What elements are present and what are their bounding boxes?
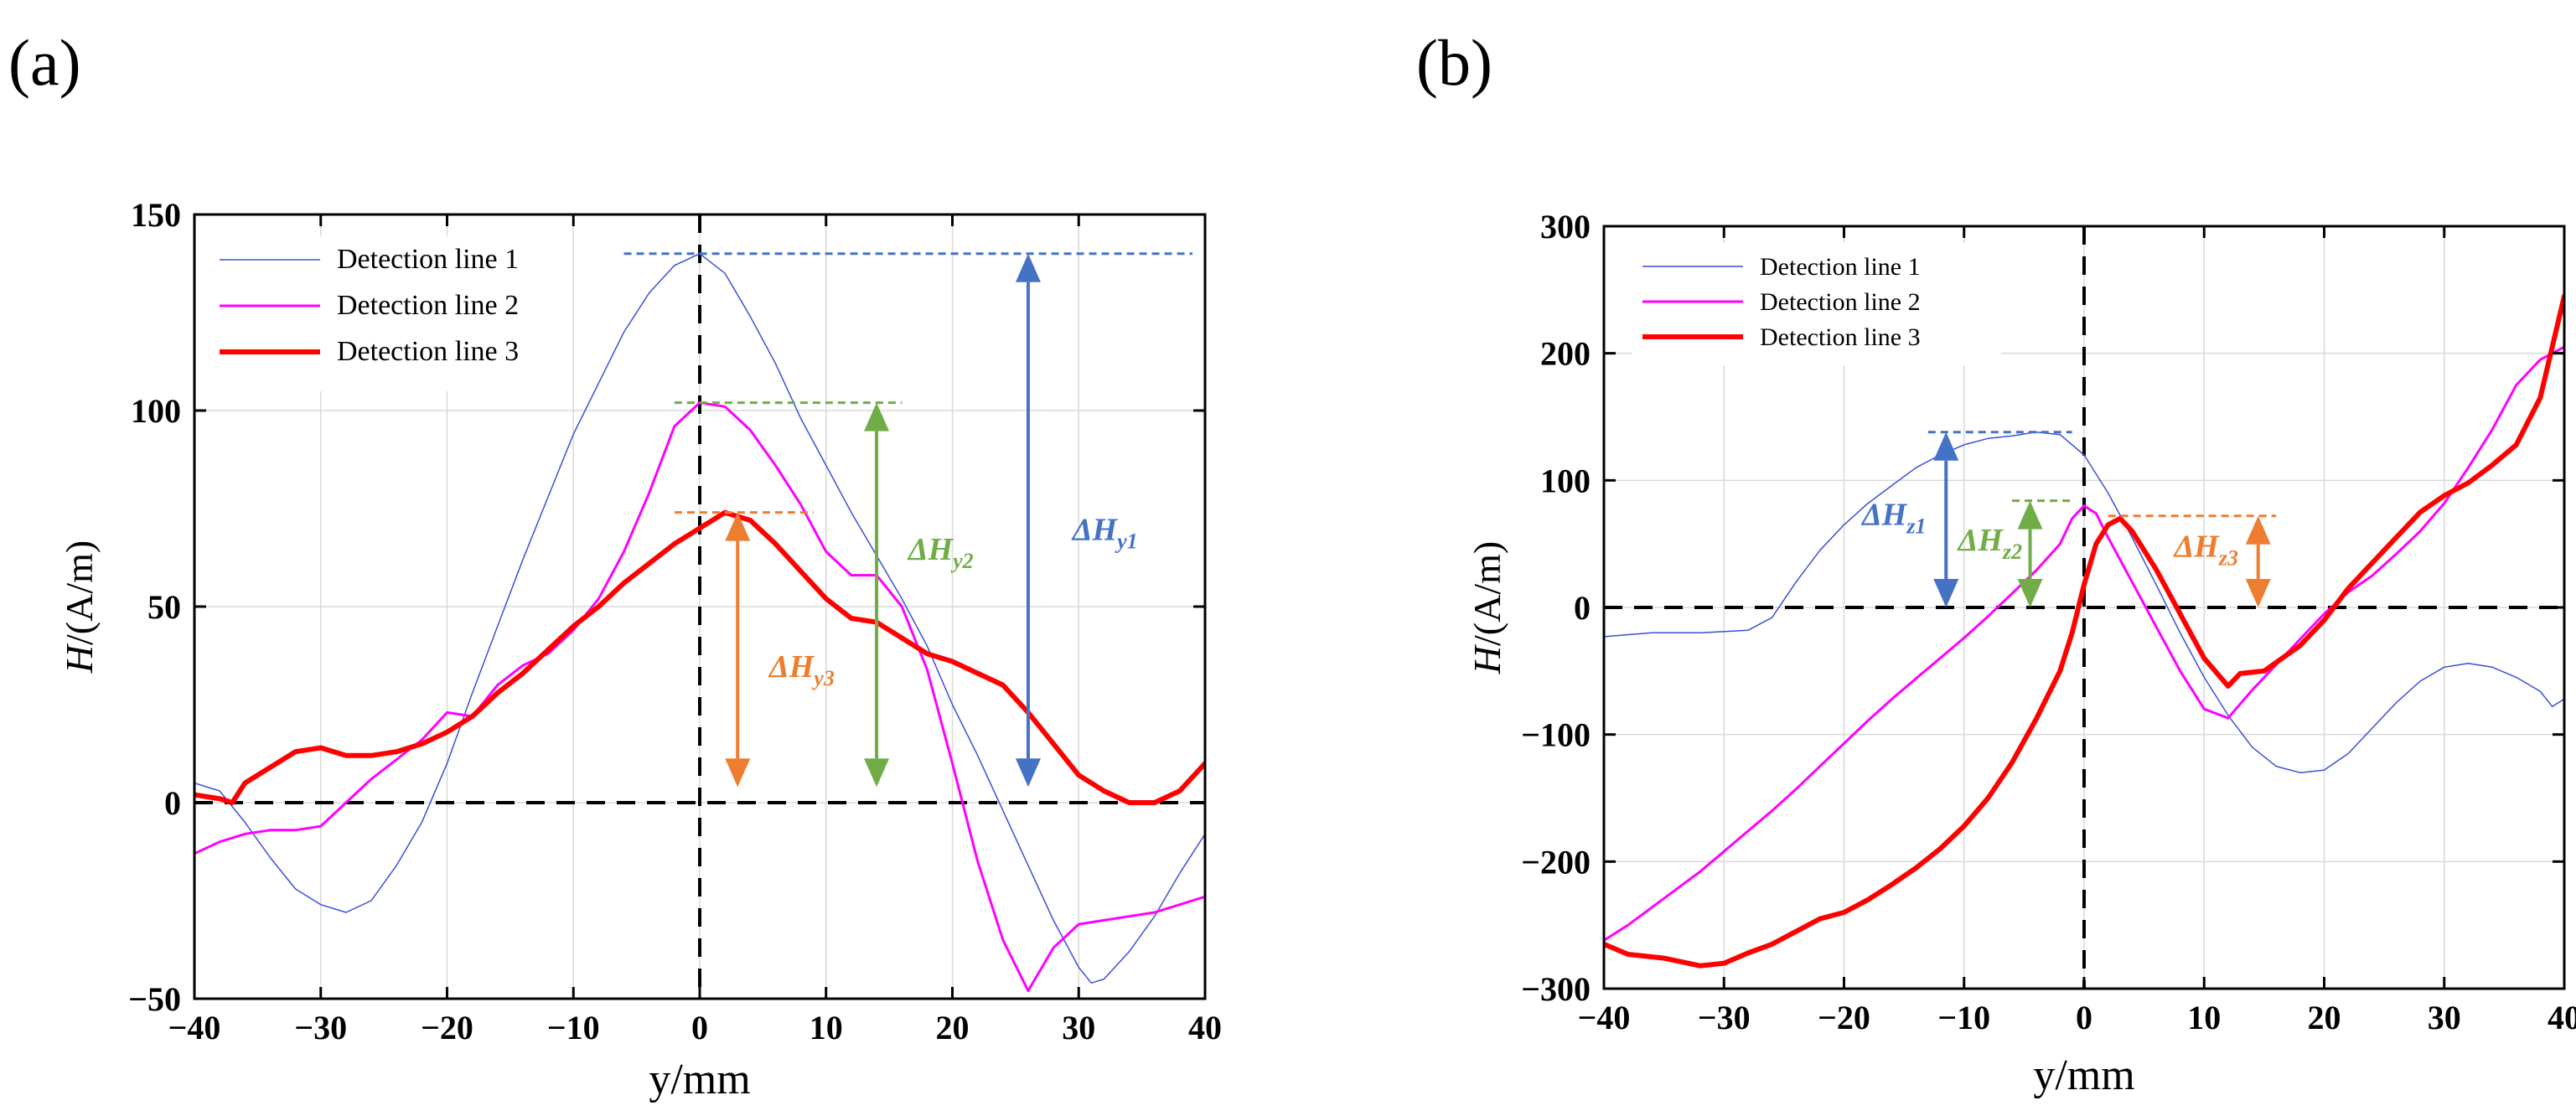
series-line-1: [194, 253, 1205, 984]
series-line-3: [1604, 293, 2564, 969]
y-tick-label: −50: [128, 980, 181, 1018]
annotation-arrowhead-bottom-y1: [1015, 758, 1041, 788]
x-tick-label: −40: [168, 1009, 221, 1046]
y-tick-label: 0: [164, 784, 181, 822]
x-tick-label: 20: [936, 1009, 970, 1046]
panel-label-a: (a): [8, 26, 81, 99]
annotation-arrowhead-top-y2: [864, 402, 890, 431]
annotation-arrowhead-top-y3: [725, 512, 751, 541]
panel-label-b: (b): [1416, 26, 1492, 99]
x-tick-label: 40: [2548, 999, 2576, 1036]
legend-label-3: Detection line 3: [1760, 323, 1921, 351]
x-tick-label: −20: [421, 1009, 473, 1046]
y-tick-label: 300: [1540, 208, 1591, 245]
annotation-y3: ΔHy3: [674, 511, 835, 788]
x-axis-label: y/mm: [2033, 1051, 2134, 1099]
x-tick-label: 0: [691, 1009, 708, 1046]
x-tick-label: 30: [2428, 999, 2461, 1036]
annotation-y2: ΔHy2: [674, 401, 974, 788]
annotation-arrowhead-top-z1: [1933, 431, 1959, 461]
legend-background: [1632, 243, 2001, 365]
x-tick-label: 10: [2187, 999, 2221, 1036]
annotation-label-z2: ΔHz2: [1957, 523, 2023, 564]
annotation-z2: ΔHz2: [1957, 499, 2072, 607]
series-line-2: [1604, 345, 2564, 942]
legend-label-1: Detection line 1: [337, 244, 519, 275]
annotation-arrowhead-top-y1: [1015, 253, 1041, 282]
x-tick-label: 40: [1188, 1009, 1222, 1046]
y-tick-label: 100: [131, 392, 181, 430]
legend: Detection line 1 Detection line 2 Detectio…: [1632, 243, 2001, 365]
annotation-z1: ΔHz1: [1860, 431, 2072, 607]
annotation-arrowhead-bottom-y3: [725, 758, 751, 788]
annotation-arrowhead-bottom-z1: [1933, 579, 1959, 607]
x-tick-label: −10: [1937, 999, 1990, 1036]
x-axis-label: y/mm: [649, 1056, 750, 1103]
x-tick-label: 10: [810, 1009, 843, 1046]
annotation-arrowhead-bottom-y2: [864, 758, 890, 788]
annotation-arrowhead-top-z2: [2017, 500, 2043, 530]
y-tick-label: 50: [147, 588, 181, 626]
legend-background: [209, 236, 570, 391]
y-tick-label: 100: [1540, 462, 1591, 499]
x-tick-label: −10: [547, 1009, 600, 1046]
legend-label-1: Detection line 1: [1760, 253, 1921, 281]
legend: Detection line 1 Detection line 2 Detectio…: [209, 236, 570, 391]
x-tick-label: −30: [1698, 999, 1751, 1036]
y-tick-label: 200: [1540, 335, 1591, 373]
x-tick-label: 30: [1062, 1009, 1095, 1046]
series-line-1: [1604, 431, 2564, 773]
annotation-label-y2: ΔHy2: [907, 532, 974, 573]
annotation-label-y3: ΔHy3: [768, 649, 835, 690]
legend-label-3: Detection line 3: [337, 336, 519, 367]
x-tick-label: −40: [1578, 999, 1631, 1036]
x-tick-label: −30: [294, 1009, 347, 1046]
annotation-y1: ΔHy1: [623, 252, 1192, 788]
annotation-arrowhead-top-z3: [2245, 515, 2271, 545]
annotation-arrowhead-bottom-z3: [2245, 579, 2271, 607]
legend-label-2: Detection line 2: [1760, 288, 1921, 316]
annotation-arrowhead-bottom-z2: [2017, 579, 2043, 607]
series-line-3: [194, 509, 1205, 805]
annotation-z3: ΔHz3: [2108, 514, 2277, 607]
x-tick-label: 20: [2308, 999, 2341, 1036]
y-tick-label: −100: [1521, 716, 1591, 754]
chart-b: ΔHz1 ΔHz2 ΔHz3−40 −30 −20 −10 0 10 20 30 40−300−20…: [1466, 208, 2576, 1099]
series-group: [1604, 293, 2564, 969]
y-tick-label: −200: [1521, 843, 1591, 881]
x-tick-label: 0: [2076, 999, 2092, 1036]
annotation-label-z1: ΔHz1: [1860, 497, 1927, 538]
y-tick-label: 150: [131, 196, 181, 234]
y-axis-label: H/(A/m): [58, 540, 101, 674]
x-tick-label: −20: [1818, 999, 1870, 1036]
annotation-label-y1: ΔHy1: [1071, 512, 1138, 553]
y-tick-label: −300: [1521, 970, 1591, 1008]
chart-a: ΔHy1 ΔHy2 ΔHy3 −40 −30 −20 −10 0 10 20 30 40 −50 0 50 1…: [58, 196, 1222, 1103]
y-axis-label: H/(A/m): [1466, 541, 1508, 674]
legend-label-2: Detection line 2: [337, 290, 519, 321]
y-tick-label: 0: [1574, 589, 1591, 627]
annotation-label-z3: ΔHz3: [2172, 529, 2238, 570]
